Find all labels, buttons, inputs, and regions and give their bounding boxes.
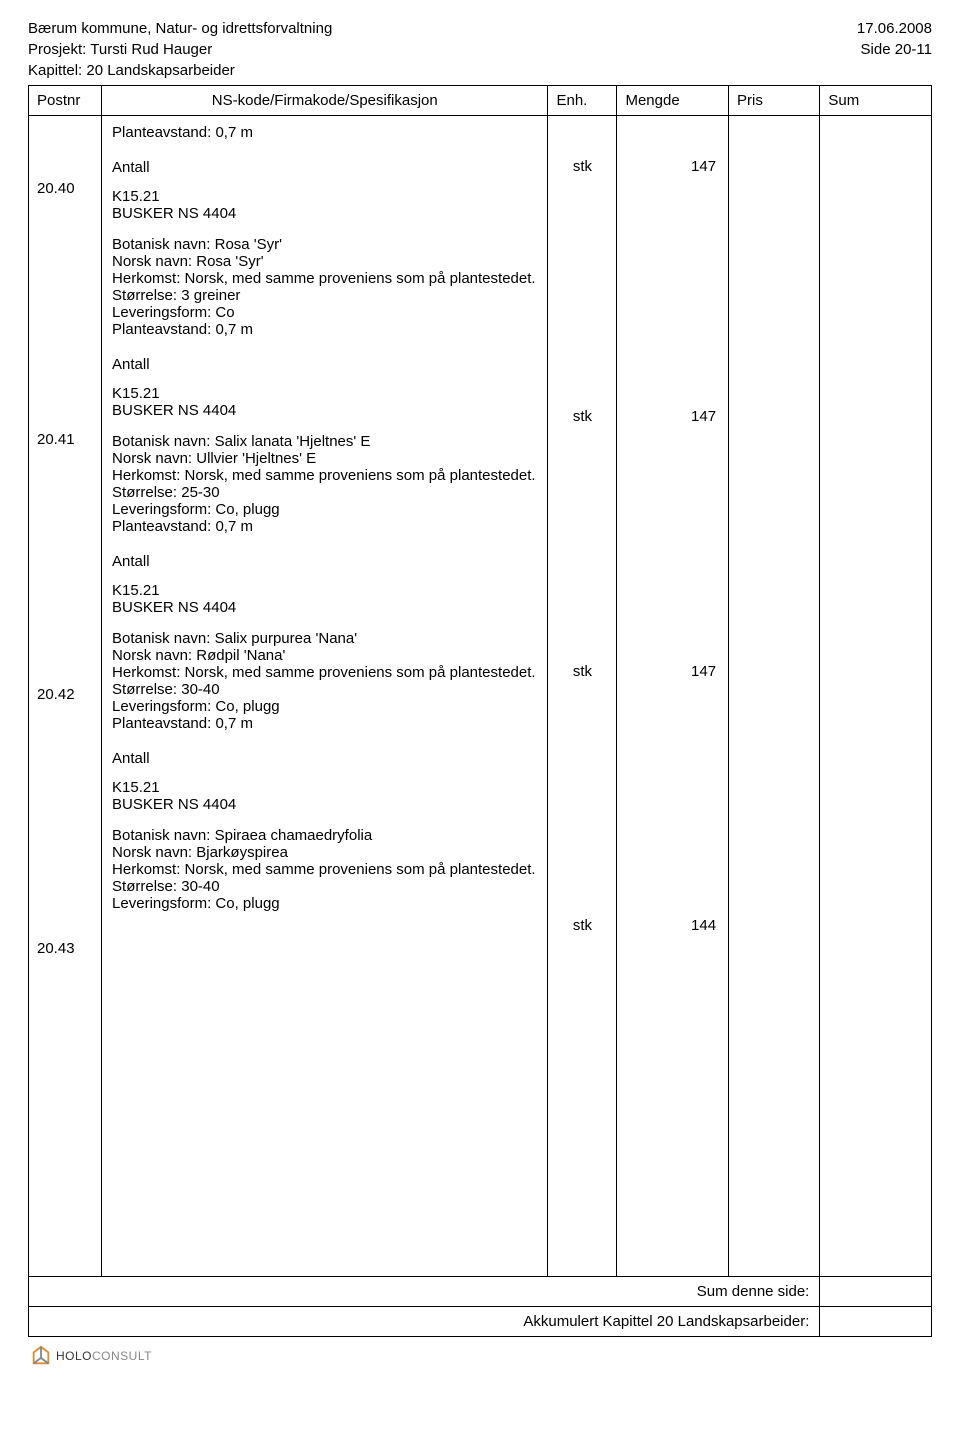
item-0-subcode: BUSKER NS 4404: [112, 205, 537, 222]
postnr-column-body: 20.40 20.41 20.42 20.43: [29, 116, 101, 1276]
antall-label-2: Antall: [112, 553, 150, 570]
logo: HOLOCONSULT: [30, 1345, 932, 1367]
logo-text: HOLOCONSULT: [56, 1349, 152, 1363]
header-date: 17.06.2008: [857, 20, 932, 37]
mengde-1: 147: [691, 408, 716, 425]
item-1-line-5: Planteavstand: 0,7 m: [112, 518, 537, 535]
item-2-code: K15.21: [112, 582, 537, 599]
item-0: K15.21 BUSKER NS 4404 Botanisk navn: Ros…: [112, 188, 537, 338]
col-spec: NS-kode/Firmakode/Spesifikasjon: [102, 86, 548, 116]
item-1-line-3: Størrelse: 25-30: [112, 484, 537, 501]
antall-row-3: Antall: [112, 750, 537, 767]
postnr-3: 20.43: [37, 940, 75, 957]
holoconsult-logo-icon: [30, 1345, 52, 1367]
item-3-line-4: Leveringsform: Co, plugg: [112, 895, 537, 912]
mengde-0: 147: [691, 158, 716, 175]
antall-label-0: Antall: [112, 159, 150, 176]
item-1-line-1: Norsk navn: Ullvier 'Hjeltnes' E: [112, 450, 537, 467]
enh-column-body: stk stk stk stk: [548, 116, 616, 1276]
item-2-line-1: Norsk navn: Rødpil 'Nana': [112, 647, 537, 664]
item-3-line-0: Botanisk navn: Spiraea chamaedryfolia: [112, 827, 537, 844]
col-postnr: Postnr: [29, 86, 102, 116]
item-2-line-3: Størrelse: 30-40: [112, 681, 537, 698]
item-0-line-0: Botanisk navn: Rosa 'Syr': [112, 236, 537, 253]
mengde-3: 144: [691, 917, 716, 934]
footer-sum-2: [820, 1307, 932, 1337]
antall-label-3: Antall: [112, 750, 150, 767]
pris-column-body: [729, 116, 819, 1276]
intro-section: Planteavstand: 0,7 m: [112, 124, 537, 141]
item-3-line-2: Herkomst: Norsk, med samme proveniens so…: [112, 861, 537, 878]
header-page: Side 20-11: [861, 41, 932, 58]
mengde-2: 147: [691, 663, 716, 680]
postnr-0: 20.40: [37, 180, 75, 197]
item-0-line-3: Størrelse: 3 greiner: [112, 287, 537, 304]
item-2-subcode: BUSKER NS 4404: [112, 599, 537, 616]
item-1-line-4: Leveringsform: Co, plugg: [112, 501, 537, 518]
intro-line: Planteavstand: 0,7 m: [112, 124, 537, 141]
antall-row-2: Antall: [112, 553, 537, 570]
item-3-line-1: Norsk navn: Bjarkøyspirea: [112, 844, 537, 861]
item-0-code: K15.21: [112, 188, 537, 205]
footer-sum-1: [820, 1277, 932, 1307]
antall-row-1: Antall: [112, 356, 537, 373]
item-2-line-0: Botanisk navn: Salix purpurea 'Nana': [112, 630, 537, 647]
antall-row-0: Antall: [112, 159, 537, 176]
col-pris: Pris: [729, 86, 820, 116]
item-1-line-0: Botanisk navn: Salix lanata 'Hjeltnes' E: [112, 433, 537, 450]
item-0-line-5: Planteavstand: 0,7 m: [112, 321, 537, 338]
col-enh: Enh.: [548, 86, 617, 116]
item-3-line-3: Størrelse: 30-40: [112, 878, 537, 895]
footer-label-1: Sum denne side:: [29, 1277, 820, 1307]
postnr-2: 20.42: [37, 686, 75, 703]
item-1-code: K15.21: [112, 385, 537, 402]
mengde-column-body: 147 147 147 144: [617, 116, 728, 1276]
spec-column-body: Planteavstand: 0,7 m Antall K15.21 BUSKE…: [102, 116, 547, 1276]
header-chapter: Kapittel: 20 Landskapsarbeider: [28, 62, 235, 79]
enh-1: stk: [548, 408, 616, 425]
col-sum: Sum: [820, 86, 932, 116]
header-project: Prosjekt: Tursti Rud Hauger: [28, 41, 212, 58]
postnr-1: 20.41: [37, 431, 75, 448]
sum-column-body: [820, 116, 931, 1276]
item-2-line-5: Planteavstand: 0,7 m: [112, 715, 537, 732]
table-body-row: 20.40 20.41 20.42 20.43 Planteavstand: 0…: [29, 116, 932, 1277]
item-0-line-1: Norsk navn: Rosa 'Syr': [112, 253, 537, 270]
item-1: K15.21 BUSKER NS 4404 Botanisk navn: Sal…: [112, 385, 537, 535]
logo-brand1: HOLO: [56, 1349, 92, 1363]
enh-0: stk: [548, 158, 616, 175]
header-org: Bærum kommune, Natur- og idrettsforvaltn…: [28, 20, 332, 37]
item-0-line-4: Leveringsform: Co: [112, 304, 537, 321]
footer-row-2: Akkumulert Kapittel 20 Landskapsarbeider…: [29, 1307, 932, 1337]
item-2: K15.21 BUSKER NS 4404 Botanisk navn: Sal…: [112, 582, 537, 732]
item-2-line-2: Herkomst: Norsk, med samme proveniens so…: [112, 664, 537, 681]
table-header-row: Postnr NS-kode/Firmakode/Spesifikasjon E…: [29, 86, 932, 116]
antall-label-1: Antall: [112, 356, 150, 373]
item-2-line-4: Leveringsform: Co, plugg: [112, 698, 537, 715]
enh-3: stk: [548, 917, 616, 934]
logo-brand2: CONSULT: [92, 1349, 152, 1363]
item-3-subcode: BUSKER NS 4404: [112, 796, 537, 813]
spec-table: Postnr NS-kode/Firmakode/Spesifikasjon E…: [28, 85, 932, 1337]
enh-2: stk: [548, 663, 616, 680]
item-1-subcode: BUSKER NS 4404: [112, 402, 537, 419]
col-mengde: Mengde: [617, 86, 729, 116]
item-1-line-2: Herkomst: Norsk, med samme proveniens so…: [112, 467, 537, 484]
item-3: K15.21 BUSKER NS 4404 Botanisk navn: Spi…: [112, 779, 537, 912]
item-0-line-2: Herkomst: Norsk, med samme proveniens so…: [112, 270, 537, 287]
item-3-code: K15.21: [112, 779, 537, 796]
footer-row-1: Sum denne side:: [29, 1277, 932, 1307]
footer-label-2: Akkumulert Kapittel 20 Landskapsarbeider…: [29, 1307, 820, 1337]
